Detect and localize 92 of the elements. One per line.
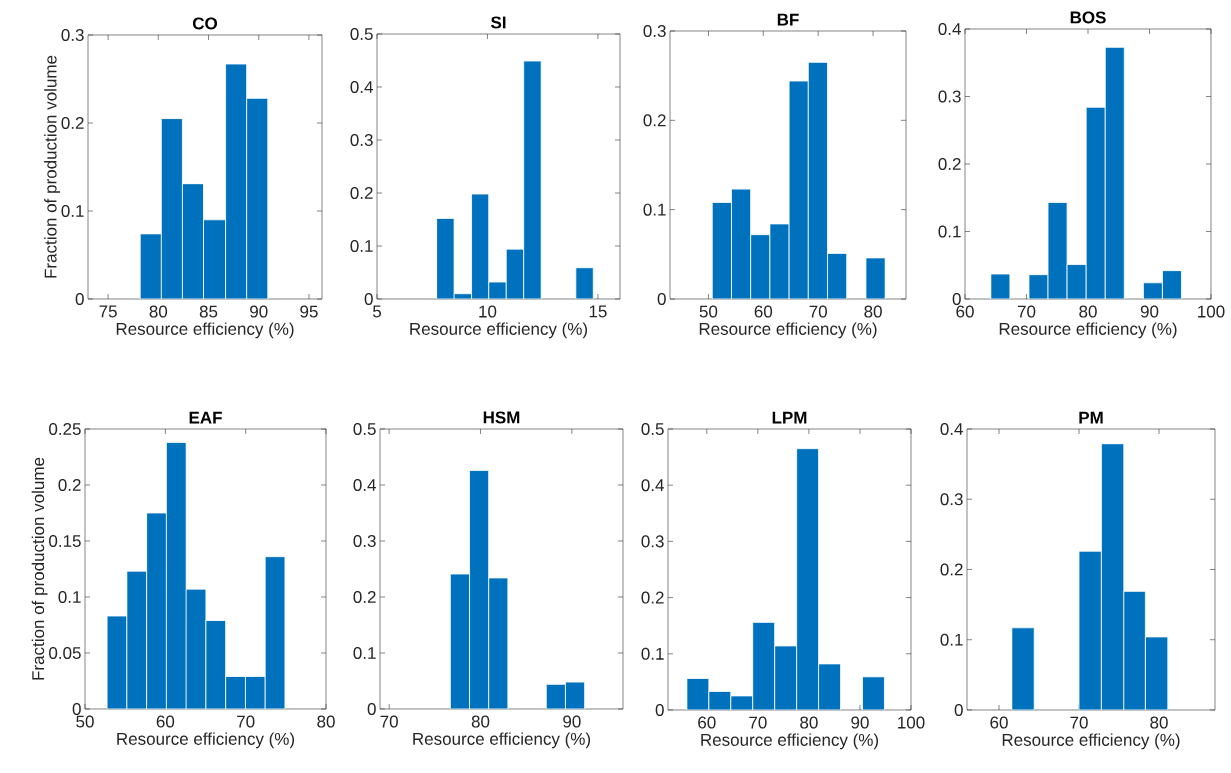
- x-axis-title: Resource efficiency (%): [999, 322, 1177, 339]
- x-tick-label: 80: [800, 716, 818, 729]
- x-tick-label: 75: [99, 305, 117, 318]
- x-tick-label: 100: [898, 716, 925, 729]
- y-tick-label: 0.2: [353, 590, 376, 604]
- x-tick-label: 5: [372, 305, 382, 318]
- x-tick-label: 70: [749, 716, 767, 729]
- y-tick-label: 0.3: [643, 24, 666, 38]
- x-tick-label: 60: [156, 715, 175, 728]
- y-tick-label: 0: [954, 703, 963, 717]
- y-tick-label: 0.2: [58, 478, 81, 492]
- x-tick-label: 80: [864, 305, 882, 318]
- y-tick-label: 0.2: [61, 116, 84, 130]
- y-tick-label: 0.1: [643, 203, 666, 216]
- y-tick-label: 0.4: [940, 422, 963, 436]
- x-tick-label: 10: [479, 305, 497, 318]
- x-tick-label: 90: [851, 716, 869, 729]
- y-tick-label: 0.3: [938, 90, 961, 103]
- chart-title: EAF: [189, 411, 222, 424]
- y-tick-label: 0: [952, 292, 961, 306]
- y-tick-label: 0.5: [350, 27, 373, 41]
- x-tick-label: 70: [237, 715, 255, 728]
- chart-title: PM: [1079, 411, 1103, 424]
- x-axis-title: Resource efficiency (%): [699, 322, 877, 339]
- x-tick-label: 70: [380, 715, 398, 728]
- x-tick-label: 80: [471, 715, 490, 728]
- x-axis-title: Resource efficiency (%): [701, 733, 879, 750]
- y-tick-label: 0.3: [353, 534, 376, 548]
- y-tick-label: 0.2: [938, 157, 961, 171]
- y-tick-label: 0.1: [61, 204, 84, 218]
- y-tick-label: 0.2: [940, 563, 963, 576]
- y-tick-label: 0.4: [938, 22, 961, 36]
- x-tick-label: 70: [1017, 305, 1036, 318]
- chart-title: BOS: [1070, 11, 1106, 24]
- x-tick-label: 80: [149, 305, 168, 318]
- x-tick-label: 80: [1150, 716, 1168, 729]
- x-axis-title: Resource efficiency (%): [1002, 733, 1180, 750]
- y-tick-label: 0.2: [643, 114, 666, 127]
- x-tick-label: 60: [956, 305, 974, 318]
- chart-title: CO: [192, 17, 218, 30]
- x-tick-label: 80: [1079, 305, 1097, 318]
- y-tick-label: 0.3: [350, 133, 373, 147]
- x-tick-label: 50: [699, 305, 718, 318]
- y-tick-label: 0: [657, 292, 666, 306]
- x-tick-label: 90: [563, 715, 581, 728]
- y-tick-label: 0.4: [350, 80, 373, 94]
- y-tick-label: 0: [364, 292, 373, 306]
- y-tick-label: 0.1: [58, 590, 81, 604]
- chart-title: LPM: [772, 411, 807, 424]
- y-tick-label: 0.5: [353, 422, 376, 436]
- y-tick-label: 0: [72, 702, 81, 716]
- y-tick-label: 0.1: [353, 646, 376, 660]
- x-axis-title: Resource efficiency (%): [410, 322, 588, 339]
- y-tick-label: 0: [367, 702, 376, 716]
- x-tick-label: 90: [1140, 305, 1159, 318]
- chart-title: SI: [490, 16, 506, 29]
- y-tick-label: 0: [75, 292, 84, 306]
- x-axis-title: Resource efficiency (%): [116, 322, 294, 339]
- y-tick-label: 0.4: [353, 478, 376, 492]
- x-tick-label: 60: [698, 716, 716, 729]
- x-axis-title: Resource efficiency (%): [117, 732, 295, 749]
- y-tick-label: 0.2: [641, 591, 664, 604]
- x-axis-title: Resource efficiency (%): [413, 732, 591, 749]
- y-tick-label: 0.2: [350, 186, 373, 200]
- x-tick-label: 95: [300, 305, 318, 318]
- y-tick-label: 0.1: [350, 239, 373, 253]
- y-tick-label: 0.1: [938, 225, 961, 238]
- y-tick-label: 0.1: [940, 633, 963, 646]
- y-axis-title: Fraction of production volume: [31, 457, 48, 680]
- y-tick-label: 0.5: [641, 422, 664, 436]
- y-tick-label: 0: [655, 703, 664, 717]
- y-tick-label: 0.1: [641, 647, 664, 660]
- y-tick-label: 0.15: [49, 534, 81, 548]
- chart-title: HSM: [483, 411, 520, 424]
- chart-title: BF: [777, 13, 799, 26]
- y-tick-label: 0.3: [940, 493, 963, 506]
- y-tick-label: 0.25: [49, 422, 81, 436]
- x-tick-label: 60: [990, 716, 1008, 729]
- x-tick-label: 50: [76, 715, 94, 728]
- x-tick-label: 90: [250, 305, 268, 318]
- x-tick-label: 60: [754, 305, 773, 318]
- x-tick-label: 80: [317, 715, 335, 728]
- x-tick-label: 15: [589, 305, 607, 318]
- x-tick-label: 70: [809, 305, 827, 318]
- y-tick-label: 0.05: [49, 646, 81, 660]
- y-axis-title: Fraction of production volume: [44, 55, 60, 278]
- y-tick-label: 0.4: [641, 479, 664, 492]
- x-tick-label: 100: [1198, 305, 1225, 318]
- y-tick-label: 0.3: [61, 28, 84, 42]
- x-tick-label: 70: [1070, 716, 1088, 729]
- y-tick-label: 0.3: [641, 535, 664, 548]
- x-tick-label: 85: [199, 305, 218, 318]
